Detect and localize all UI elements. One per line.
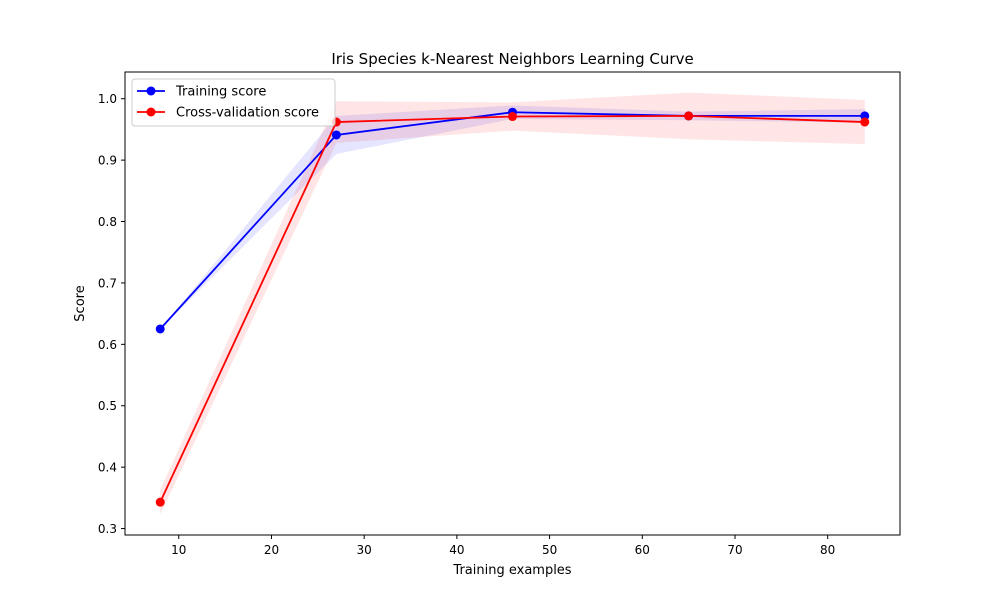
x-tick-label: 50 bbox=[542, 543, 557, 557]
legend-box bbox=[131, 78, 336, 127]
chart-title: Iris Species k-Nearest Neighbors Learnin… bbox=[331, 50, 693, 68]
cross-validation-score-band bbox=[160, 92, 865, 515]
cross-validation-score-point bbox=[155, 497, 165, 507]
y-tick-label: 1.0 bbox=[98, 92, 117, 106]
training-score-legend-marker bbox=[146, 86, 156, 96]
x-tick-label: 30 bbox=[357, 543, 372, 557]
cross-validation-score-legend-label: Cross-validation score bbox=[176, 106, 319, 121]
x-axis-label: Training examples bbox=[452, 563, 571, 578]
confidence-bands bbox=[160, 92, 865, 515]
y-axis-label: Score bbox=[73, 285, 88, 321]
cross-validation-score-point bbox=[508, 112, 517, 122]
x-tick-label: 60 bbox=[635, 543, 650, 557]
training-score-legend-label: Training score bbox=[175, 85, 266, 100]
y-tick-label: 0.6 bbox=[98, 338, 117, 352]
y-axis-ticks: 0.3 0.4 0.5 0.6 0.7 0.8 0.9 1.0 bbox=[98, 92, 125, 536]
y-tick-label: 0.7 bbox=[98, 276, 117, 290]
x-tick-label: 40 bbox=[449, 543, 464, 557]
x-axis-ticks: 10 20 30 40 50 60 70 80 bbox=[171, 535, 835, 557]
training-score-point bbox=[155, 324, 165, 334]
y-tick-label: 0.8 bbox=[98, 215, 117, 229]
y-tick-label: 0.4 bbox=[98, 461, 117, 475]
y-tick-label: 0.9 bbox=[98, 154, 117, 168]
y-tick-label: 0.5 bbox=[98, 399, 117, 413]
training-score-point bbox=[331, 130, 341, 140]
x-tick-label: 70 bbox=[727, 543, 742, 557]
plot-frame bbox=[124, 71, 901, 536]
cross-validation-score-point bbox=[684, 111, 694, 121]
x-tick-label: 80 bbox=[820, 543, 835, 557]
x-tick-label: 10 bbox=[171, 543, 186, 557]
cross-validation-score-legend-marker bbox=[146, 107, 156, 117]
y-tick-label: 0.3 bbox=[98, 522, 117, 536]
cross-validation-score-point bbox=[860, 117, 870, 127]
legend: Training score Cross-validation score bbox=[131, 78, 336, 127]
x-tick-label: 20 bbox=[264, 543, 279, 557]
